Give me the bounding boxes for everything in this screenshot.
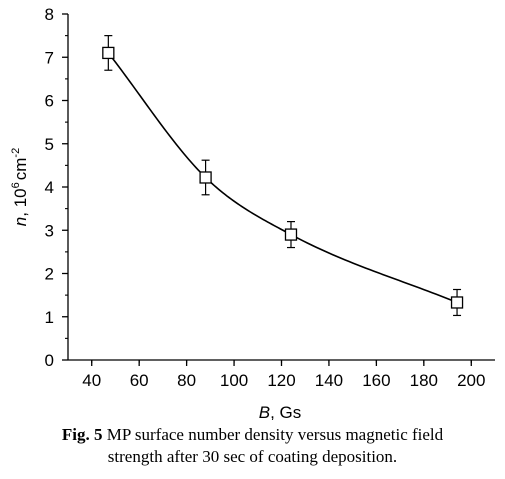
y-tick-label: 6 bbox=[45, 92, 54, 111]
y-tick-label: 4 bbox=[45, 178, 54, 197]
chart: 40 60 80 100 120 140 160 180 200 0 1 2 3 4 5 6 7 8 B, Gs… bbox=[10, 5, 495, 420]
square-marker bbox=[284, 228, 298, 241]
caption-text-1: MP surface number density versus magneti… bbox=[102, 425, 444, 444]
y-axis-title: n, 106cm-2 bbox=[10, 148, 30, 226]
x-tick-label: 180 bbox=[410, 371, 438, 390]
y-tick-label: 1 bbox=[45, 308, 54, 327]
data-points bbox=[102, 35, 464, 317]
data-point bbox=[102, 35, 115, 71]
caption-label: Fig. 5 bbox=[61, 425, 103, 444]
data-point bbox=[284, 221, 298, 249]
y-tick-label: 8 bbox=[45, 5, 54, 24]
x-axis-title: B, Gs bbox=[259, 403, 302, 420]
caption-line-2: strength after 30 sec of coating deposit… bbox=[107, 447, 398, 466]
square-marker bbox=[199, 171, 212, 184]
y-tick-label: 0 bbox=[45, 351, 54, 370]
y-tick-label: 2 bbox=[45, 265, 54, 284]
y-tick-label: 7 bbox=[45, 48, 54, 67]
x-tick-label: 100 bbox=[220, 371, 248, 390]
caption-line-1: Fig. 5 MP surface number density versus … bbox=[0, 424, 505, 446]
y-tick-label: 5 bbox=[45, 135, 54, 154]
data-point bbox=[199, 159, 212, 196]
x-ticks: 40 60 80 100 120 140 160 180 200 bbox=[82, 360, 485, 390]
y-ticks: 0 1 2 3 4 5 6 7 8 bbox=[45, 5, 68, 370]
square-marker bbox=[450, 296, 464, 309]
x-tick-label: 40 bbox=[82, 371, 101, 390]
axes bbox=[67, 14, 495, 361]
data-point bbox=[450, 288, 464, 317]
fit-curve bbox=[107, 52, 458, 304]
x-tick-label: 120 bbox=[267, 371, 295, 390]
y-tick-label: 3 bbox=[45, 221, 54, 240]
x-tick-label: 200 bbox=[457, 371, 485, 390]
x-tick-label: 60 bbox=[130, 371, 149, 390]
x-tick-label: 80 bbox=[177, 371, 196, 390]
square-marker bbox=[102, 46, 115, 60]
x-tick-label: 140 bbox=[315, 371, 343, 390]
figure-caption: Fig. 5 MP surface number density versus … bbox=[0, 424, 505, 468]
x-tick-label: 160 bbox=[362, 371, 390, 390]
